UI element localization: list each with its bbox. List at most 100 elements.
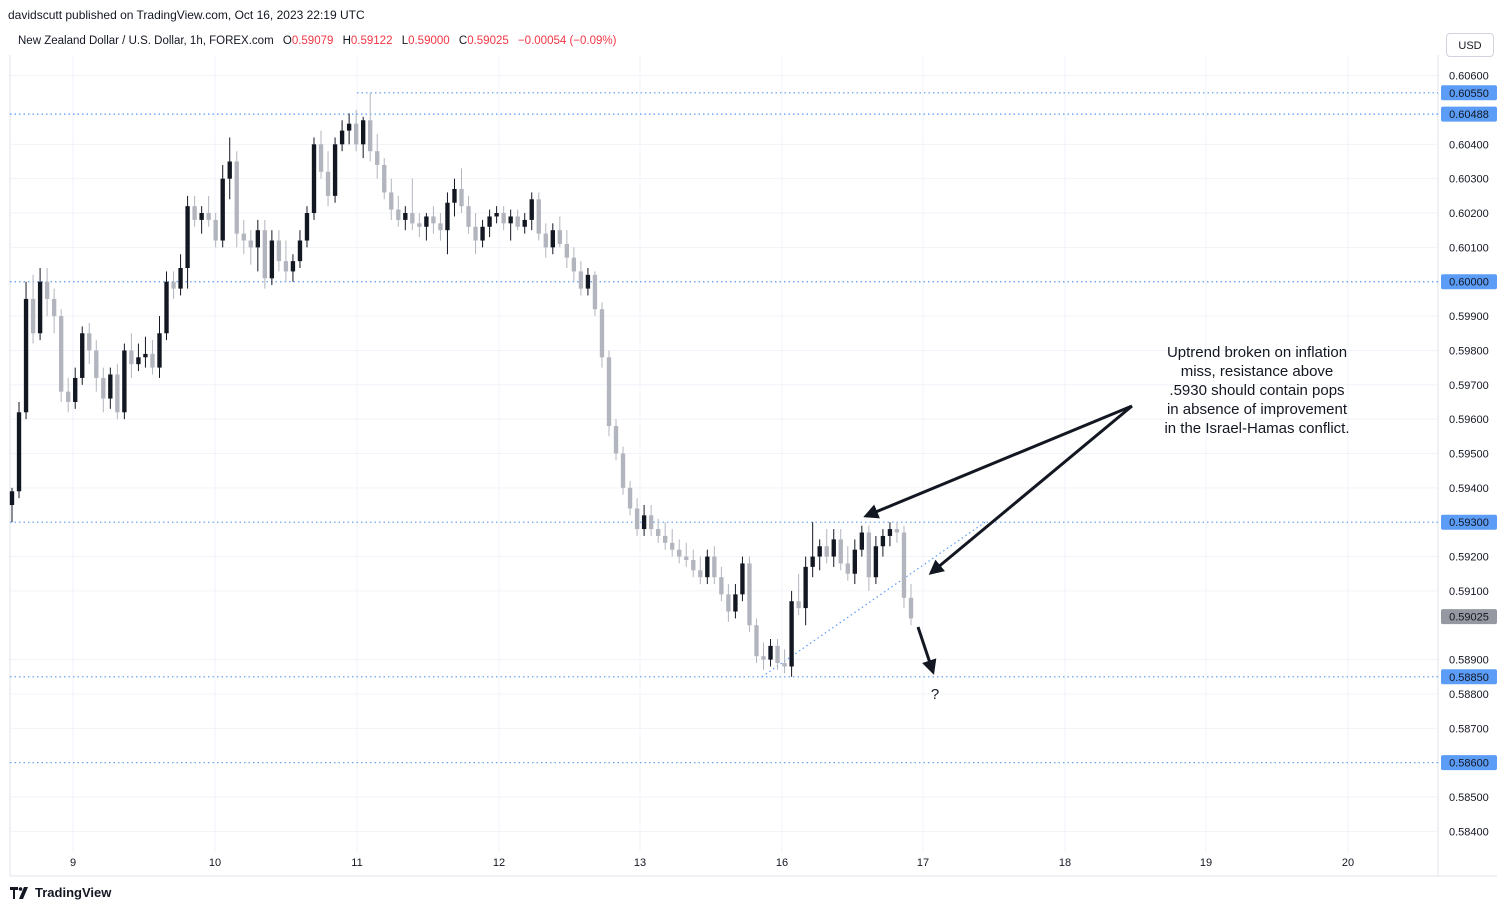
- candle: [431, 206, 436, 234]
- candle: [817, 539, 822, 571]
- candle-body: [845, 563, 850, 574]
- candle: [578, 261, 584, 296]
- x-tick-label: 20: [1342, 857, 1354, 869]
- candle-body: [339, 130, 345, 145]
- candle: [796, 573, 801, 615]
- candle: [389, 178, 394, 220]
- candle-body: [754, 625, 759, 657]
- candle: [838, 529, 843, 571]
- level-label-text: 0.60000: [1449, 277, 1489, 289]
- y-tick-label: 0.60100: [1449, 242, 1489, 254]
- candle: [353, 109, 359, 152]
- candle-body: [164, 281, 169, 334]
- chart-frame: [9, 55, 1497, 877]
- candle-body: [550, 230, 555, 248]
- high-label: H: [342, 35, 351, 47]
- candle: [564, 230, 570, 268]
- candle-body: [901, 532, 907, 598]
- level-label-text: 0.60488: [1449, 109, 1489, 121]
- candle-body: [501, 213, 506, 224]
- candle-body: [262, 230, 268, 279]
- x-tick-label: 17: [917, 857, 929, 869]
- candle: [445, 192, 450, 255]
- candle-body: [578, 271, 584, 289]
- candle-body: [171, 281, 176, 289]
- x-axis: 9 10 11 12 13 16 17 18 19 20: [70, 857, 1354, 869]
- candle: [227, 137, 232, 200]
- candle-body: [768, 645, 773, 660]
- candle: [241, 219, 246, 255]
- candle: [297, 230, 303, 268]
- candle: [859, 525, 865, 557]
- candle: [684, 542, 689, 567]
- candle: [129, 333, 134, 378]
- candle-body: [817, 546, 822, 557]
- candle: [810, 522, 815, 578]
- candle: [143, 336, 148, 368]
- candle-body: [227, 161, 232, 179]
- candle: [761, 642, 766, 670]
- candle: [346, 113, 352, 145]
- candle-body: [129, 350, 134, 365]
- candle: [824, 529, 829, 564]
- candle: [304, 206, 310, 248]
- x-tick-label: 10: [209, 857, 221, 869]
- candle: [487, 209, 492, 238]
- candle: [80, 326, 85, 385]
- annotation-line-5: in the Israel-Hamas conflict.: [1164, 420, 1349, 437]
- y-tick-label: 0.59900: [1449, 311, 1489, 323]
- y-tick-label: 0.59100: [1449, 586, 1489, 598]
- candle: [37, 267, 43, 341]
- candle: [44, 267, 50, 317]
- candle-body: [655, 529, 661, 536]
- candles: [9, 92, 914, 677]
- candle: [248, 230, 253, 265]
- candle: [290, 254, 296, 282]
- candle: [136, 343, 141, 372]
- candle: [255, 219, 260, 272]
- candle-body: [740, 563, 745, 595]
- candle-body: [670, 542, 675, 550]
- candle-body: [241, 233, 246, 241]
- candle: [845, 546, 850, 581]
- candle-body: [9, 491, 15, 506]
- candle: [698, 556, 703, 585]
- y-tick-label: 0.59600: [1449, 414, 1489, 426]
- tradingview-brand[interactable]: TradingView: [10, 885, 111, 900]
- candle-body: [438, 223, 443, 231]
- arrow-to-resistance: [863, 404, 1133, 519]
- candle: [691, 549, 696, 578]
- candle-body: [459, 188, 464, 207]
- candle: [101, 367, 106, 413]
- candle-body: [297, 240, 303, 262]
- arrow-to-trendline: [928, 404, 1133, 575]
- candle-body: [536, 199, 541, 234]
- candle: [339, 120, 345, 152]
- candle-body: [775, 645, 780, 664]
- candle-body: [564, 243, 570, 258]
- candle: [887, 522, 893, 547]
- candle-body: [37, 281, 43, 334]
- candle: [403, 206, 408, 231]
- candle-body: [44, 281, 50, 299]
- symbol-name: New Zealand Dollar / U.S. Dollar, 1h, FO…: [18, 35, 274, 47]
- candle-body: [424, 216, 429, 227]
- candle: [613, 419, 619, 461]
- publisher-line: davidscutt published on TradingView.com,…: [8, 8, 365, 22]
- candle-body: [452, 188, 457, 203]
- x-tick-label: 11: [351, 857, 362, 869]
- candle-body: [606, 357, 612, 427]
- horizontal-levels: [10, 92, 1438, 764]
- candle-body: [866, 532, 872, 578]
- candle-body: [16, 412, 22, 492]
- annotation-line-1: Uptrend broken on inflation: [1167, 344, 1347, 361]
- candle: [480, 219, 485, 248]
- candle-body: [508, 216, 513, 224]
- currency-button[interactable]: USD: [1446, 33, 1494, 57]
- candle-body: [396, 209, 401, 220]
- candle-body: [480, 226, 485, 241]
- low-label: L: [401, 35, 409, 47]
- y-tick-label: 0.59400: [1449, 483, 1489, 495]
- candle-body: [304, 213, 310, 241]
